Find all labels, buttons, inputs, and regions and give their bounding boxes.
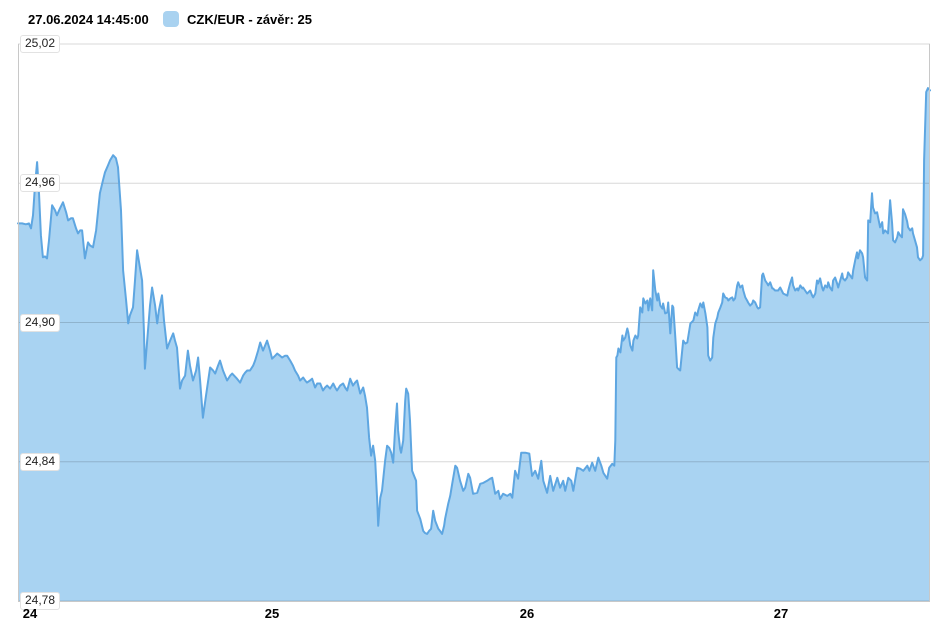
chart-header: 27.06.2024 14:45:00 CZK/EUR - závěr: 25 [0, 0, 949, 40]
legend-item-czk-eur[interactable]: CZK/EUR - závěr: 25 [163, 11, 312, 27]
y-tick-label: 24,84 [20, 453, 61, 471]
y-tick-label: 24,90 [20, 314, 61, 332]
y-tick-label: 24,78 [20, 592, 61, 610]
x-tick-label: 25 [264, 606, 280, 621]
series-line [17, 87, 931, 535]
y-tick-label: 24,96 [20, 174, 61, 192]
legend-label: CZK/EUR - závěr: 25 [187, 11, 312, 27]
x-tick-label: 24 [22, 606, 38, 621]
chart-timestamp: 27.06.2024 14:45:00 [28, 12, 149, 27]
legend-swatch-icon [163, 11, 179, 27]
x-tick-label: 27 [773, 606, 789, 621]
series-area [18, 88, 930, 602]
x-tick-label: 26 [519, 606, 535, 621]
y-tick-label: 25,02 [20, 35, 61, 53]
